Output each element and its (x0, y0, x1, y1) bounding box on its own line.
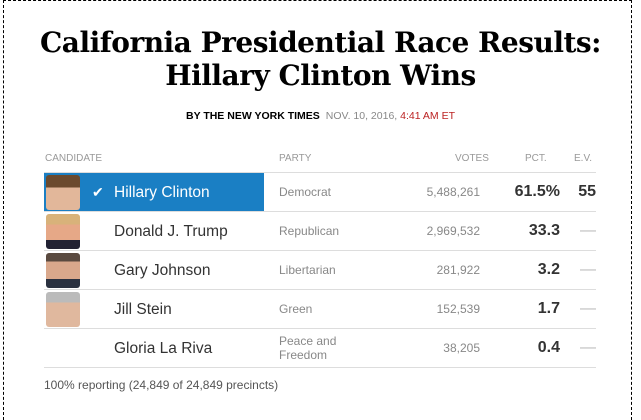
byline-author: BY THE NEW YORK TIMES (186, 110, 320, 122)
party: Republican (264, 211, 360, 251)
results-table: ✔ Hillary Clinton Democrat 5,488,261 61.5… (44, 172, 596, 368)
pct: 3.2 (480, 250, 560, 290)
header-ev: E.V. (574, 153, 592, 164)
candidate-photo (46, 214, 80, 249)
candidate-name: Gary Johnson (114, 262, 211, 279)
party: Peace and Freedom (264, 328, 360, 368)
ev: 55 (560, 172, 596, 212)
votes: 38,205 (360, 328, 480, 368)
candidate-name: Donald J. Trump (114, 223, 228, 240)
table-row: ✔ Hillary Clinton Democrat 5,488,261 61.5… (44, 172, 596, 212)
ev: — (560, 289, 596, 329)
header-party: PARTY (279, 153, 312, 164)
page-title: California Presidential Race Results: Hi… (40, 26, 601, 92)
party: Democrat (264, 172, 360, 212)
candidate-name: Hillary Clinton (114, 184, 210, 201)
page-frame (3, 0, 632, 420)
header-candidate: CANDIDATE (45, 153, 103, 164)
header-pct: PCT. (525, 153, 547, 164)
header-votes: VOTES (455, 153, 489, 164)
pct: 33.3 (480, 211, 560, 251)
table-row: Gloria La Riva Peace and Freedom 38,205 … (44, 328, 596, 368)
candidate-photo (46, 253, 80, 288)
table-row: Donald J. Trump Republican 2,969,532 33.… (44, 211, 596, 251)
byline-date: NOV. 10, 2016, (325, 110, 401, 122)
votes: 281,922 (360, 250, 480, 290)
candidate-name: Jill Stein (114, 301, 172, 318)
pct: 1.7 (480, 289, 560, 329)
party: Libertarian (264, 250, 360, 290)
candidate-photo (46, 175, 80, 210)
ev: — (560, 328, 596, 368)
candidate-photo (46, 292, 80, 327)
votes: 152,539 (360, 289, 480, 329)
byline-time: 4:41 AM ET (400, 110, 455, 122)
party: Green (264, 289, 360, 329)
pct: 61.5% (480, 172, 560, 212)
votes: 2,969,532 (360, 211, 480, 251)
ev: — (560, 211, 596, 251)
pct: 0.4 (480, 328, 560, 368)
ev: — (560, 250, 596, 290)
votes: 5,488,261 (360, 172, 480, 212)
table-row: Jill Stein Green 152,539 1.7 — (44, 289, 596, 329)
candidate-name: Gloria La Riva (114, 340, 213, 357)
byline: BY THE NEW YORK TIMES NOV. 10, 2016, 4:41… (0, 110, 641, 122)
table-row: Gary Johnson Libertarian 281,922 3.2 — (44, 250, 596, 290)
reporting-status: 100% reporting (24,849 of 24,849 precinc… (44, 378, 279, 392)
check-icon: ✔ (92, 184, 104, 200)
